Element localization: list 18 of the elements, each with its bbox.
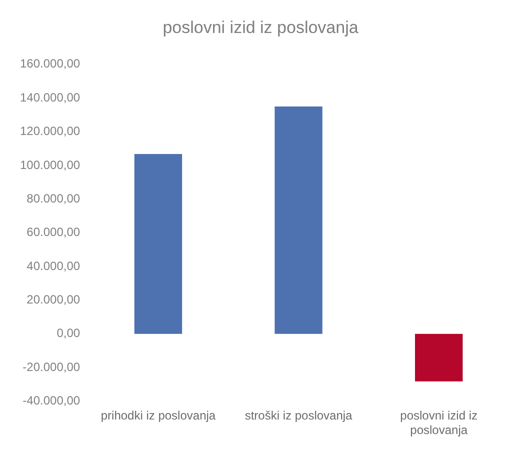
y-tick-label: 40.000,00 <box>26 258 80 273</box>
x-tick-label: stroški iz poslovanja <box>244 408 353 423</box>
bar <box>134 154 182 334</box>
chart-title: poslovni izid iz poslovanja <box>162 18 359 37</box>
x-tick-label: prihodki iz poslovanja <box>100 408 216 423</box>
y-tick-label: -40.000,00 <box>22 394 80 408</box>
y-tick-label: 160.000,00 <box>20 56 80 71</box>
y-tick-label: 100.000,00 <box>20 158 80 172</box>
y-tick-label: -20.000,00 <box>22 360 80 374</box>
y-tick-label: 60.000,00 <box>26 225 80 240</box>
y-tick-label: 20.000,00 <box>26 292 80 306</box>
y-tick-label: 120.000,00 <box>20 124 80 138</box>
y-tick-label: 80.000,00 <box>26 191 80 206</box>
y-tick-label: 0,00 <box>56 326 80 340</box>
x-tick-label: poslovni izid iz poslovanja <box>400 408 478 438</box>
bar <box>414 334 463 382</box>
y-tick-label: 140.000,00 <box>20 90 80 104</box>
bar <box>274 106 322 334</box>
